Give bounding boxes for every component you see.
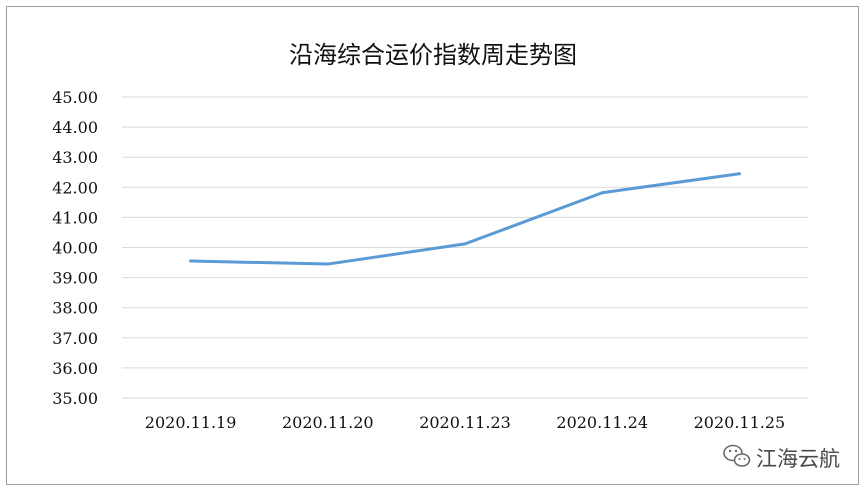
x-tick-label: 2020.11.20	[282, 413, 374, 432]
y-tick-label: 41.00	[52, 208, 98, 227]
x-axis-ticks: 2020.11.19 2020.11.20 2020.11.23 2020.11.24…	[145, 413, 785, 432]
y-tick-label: 44.00	[52, 118, 98, 137]
gridlines	[122, 96, 808, 399]
watermark-text: 江海云航	[756, 447, 840, 471]
y-tick-label: 37.00	[52, 329, 98, 348]
y-tick-label: 36.00	[52, 359, 98, 378]
x-tick-label: 2020.11.24	[556, 413, 648, 432]
chart-frame	[6, 6, 859, 485]
y-tick-label: 38.00	[52, 299, 98, 318]
y-tick-label: 35.00	[52, 389, 98, 408]
y-tick-label: 40.00	[52, 239, 98, 258]
y-tick-label: 45.00	[52, 88, 98, 107]
series-group	[189, 172, 741, 266]
chart-title: 沿海综合运价指数周走势图	[289, 41, 577, 69]
data-point	[189, 259, 193, 263]
data-point	[326, 262, 330, 266]
y-axis-ticks: 35.00 36.00 37.00 38.00 39.00 40.00 41.00 42.00…	[52, 88, 98, 408]
watermark: 江海云航	[723, 444, 840, 471]
x-tick-label: 2020.11.23	[419, 413, 511, 432]
y-tick-label: 43.00	[52, 148, 98, 167]
data-point	[737, 172, 741, 176]
data-point	[463, 242, 467, 246]
y-tick-label: 42.00	[52, 178, 98, 197]
x-tick-label: 2020.11.19	[145, 413, 237, 432]
y-tick-label: 39.00	[52, 269, 98, 288]
wechat-icon	[723, 444, 751, 467]
x-tick-label: 2020.11.25	[694, 413, 786, 432]
data-point	[600, 191, 604, 195]
